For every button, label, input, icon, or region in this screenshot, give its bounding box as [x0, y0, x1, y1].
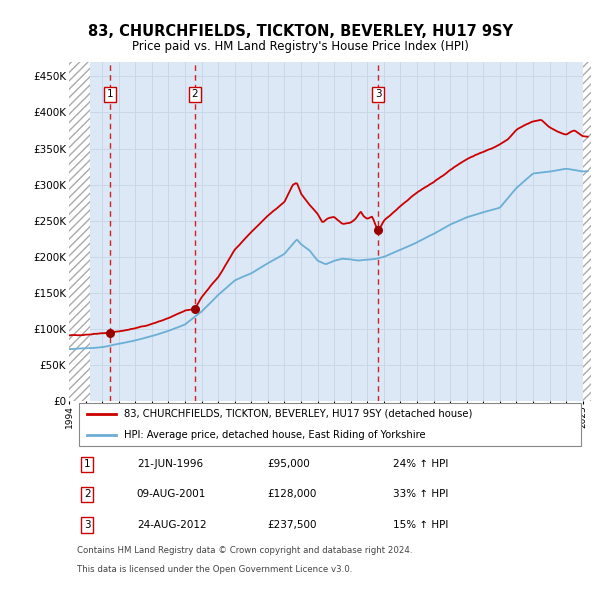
Text: 33% ↑ HPI: 33% ↑ HPI [392, 490, 448, 500]
Text: HPI: Average price, detached house, East Riding of Yorkshire: HPI: Average price, detached house, East… [124, 430, 425, 440]
Text: 1: 1 [107, 89, 113, 99]
FancyBboxPatch shape [79, 403, 581, 445]
Text: £237,500: £237,500 [268, 520, 317, 530]
Text: 2: 2 [84, 490, 91, 500]
Text: 09-AUG-2001: 09-AUG-2001 [137, 490, 206, 500]
Text: £95,000: £95,000 [268, 460, 310, 470]
Text: 83, CHURCHFIELDS, TICKTON, BEVERLEY, HU17 9SY: 83, CHURCHFIELDS, TICKTON, BEVERLEY, HU1… [88, 24, 512, 38]
Text: 3: 3 [84, 520, 91, 530]
Text: 24-AUG-2012: 24-AUG-2012 [137, 520, 206, 530]
Text: Contains HM Land Registry data © Crown copyright and database right 2024.: Contains HM Land Registry data © Crown c… [77, 546, 412, 555]
Text: 3: 3 [375, 89, 382, 99]
Text: This data is licensed under the Open Government Licence v3.0.: This data is licensed under the Open Gov… [77, 565, 352, 574]
Text: £128,000: £128,000 [268, 490, 317, 500]
Text: 15% ↑ HPI: 15% ↑ HPI [392, 520, 448, 530]
Text: 21-JUN-1996: 21-JUN-1996 [137, 460, 203, 470]
Text: 24% ↑ HPI: 24% ↑ HPI [392, 460, 448, 470]
Text: Price paid vs. HM Land Registry's House Price Index (HPI): Price paid vs. HM Land Registry's House … [131, 40, 469, 53]
Text: 2: 2 [191, 89, 198, 99]
Bar [583, 62, 591, 401]
Bar [69, 62, 90, 401]
Text: 83, CHURCHFIELDS, TICKTON, BEVERLEY, HU17 9SY (detached house): 83, CHURCHFIELDS, TICKTON, BEVERLEY, HU1… [124, 409, 472, 419]
Text: 1: 1 [84, 460, 91, 470]
